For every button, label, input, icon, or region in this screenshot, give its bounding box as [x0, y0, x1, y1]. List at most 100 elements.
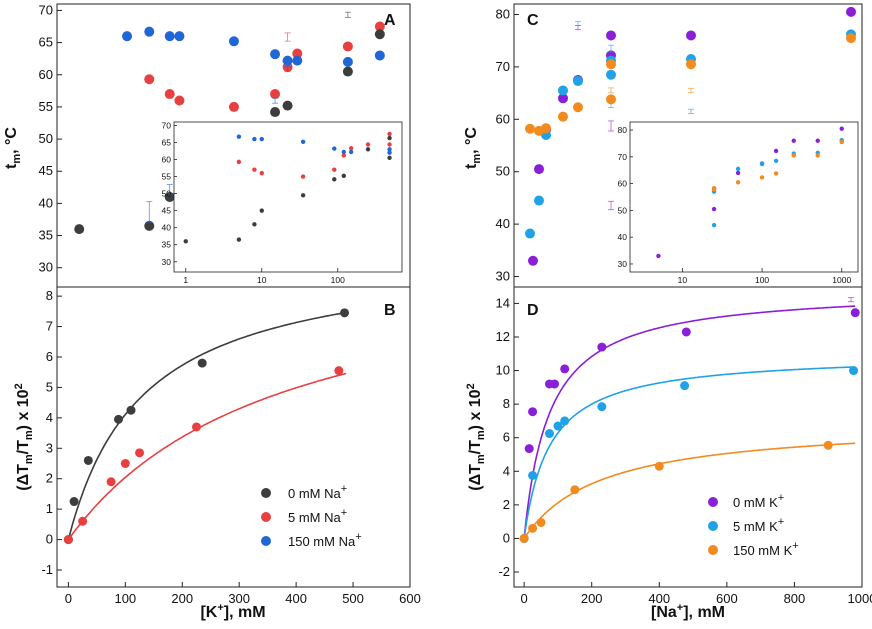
panel-d-point [654, 461, 664, 471]
panel-a-inset-xtick-label: 100 [331, 275, 345, 285]
panel-c-ytick-label: 80 [496, 6, 510, 21]
panel-b-ytick-label: 0 [46, 532, 53, 547]
panel-c-point [558, 111, 568, 122]
panel-c-point [558, 93, 568, 104]
panel-a-ytick-label: 40 [39, 195, 53, 210]
panel-c-inset-point [711, 222, 717, 228]
panel-a-point [144, 220, 155, 231]
panel-letter-a: A [384, 12, 396, 29]
panel-d-point [597, 342, 607, 352]
panel-c-inset-point [711, 206, 717, 212]
panel-a-inset-point [387, 131, 392, 137]
panel-a-inset-point [341, 149, 346, 155]
panel-d-point [597, 402, 607, 412]
panel-d-xtick-label: 800 [784, 591, 806, 606]
panel-a-inset-point [341, 173, 346, 179]
panel-a-ytick-label: 35 [39, 228, 53, 243]
panel-a-ytick-label: 70 [39, 2, 53, 17]
panel-c-point [686, 59, 696, 70]
panel-a-inset-point [387, 147, 392, 152]
panel-a-inset-ytick-label: 50 [162, 189, 172, 199]
panel-c-inset-ytick-label: 70 [618, 152, 628, 162]
panel-c-inset-point [791, 138, 796, 143]
panel-c-inset-point [791, 153, 796, 158]
panel-a-point [270, 107, 281, 118]
panel-a-point [164, 89, 175, 100]
panel-b-ytick-label: 4 [46, 410, 53, 425]
panel-a-ytick-label: 55 [39, 99, 53, 114]
panel-b-point [197, 358, 207, 368]
panel-c-inset-point [735, 180, 741, 185]
panel-a-inset-point [259, 170, 264, 176]
panel-c-inset-point [759, 161, 765, 167]
panel-a-inset-point [365, 147, 371, 152]
panel-a-inset-point [183, 239, 188, 244]
panel-c-inset-ytick-label: 60 [618, 179, 628, 189]
panel-a-point [144, 74, 155, 85]
panel-d-point [570, 485, 580, 495]
panel-b-xtick-label: 600 [399, 591, 421, 606]
panel-a-point [174, 31, 185, 42]
panel-d-ytick-label: 2 [503, 497, 510, 512]
panel-b-xlabel: [K+], mM [200, 602, 265, 621]
panel-c: C tm, °C 30 40 50 60 70 80 30 40 50 60 70 80 10 100 1… [463, 3, 863, 303]
panel-d-ytick-label: 14 [496, 295, 510, 310]
panel-d-point [553, 421, 563, 431]
panel-b-point [340, 308, 350, 318]
panel-c-inset-xtick-label: 10 [678, 275, 688, 285]
panel-c-point [528, 255, 538, 266]
panel-a-inset-point [332, 177, 337, 182]
panel-c-inset-ytick-label: 50 [618, 205, 628, 215]
panel-a-inset-ytick-label: 60 [162, 155, 172, 165]
panel-d-ytick-label: 4 [503, 463, 510, 478]
panel-b-ytick-label: 2 [46, 471, 53, 486]
panel-a-inset-point [332, 146, 337, 151]
panel-c-point [573, 76, 583, 87]
panel-d-point [528, 470, 538, 480]
panel-b-legend-label: 5 mM Na+ [288, 507, 347, 525]
panel-a-ytick-label: 45 [39, 163, 53, 178]
panel-b-point [126, 405, 136, 415]
panel-c-inset-point [839, 139, 844, 145]
panel-a-inset-point [348, 146, 354, 151]
panel-a-point [282, 100, 293, 111]
panel-a-inset-ytick-label: 65 [162, 137, 172, 147]
panel-c-point [686, 30, 696, 41]
panel-c-ytick-label: 60 [496, 111, 510, 126]
panel-c-point [525, 123, 535, 134]
panel-a-inset-point [387, 142, 392, 147]
panel-a-point [270, 49, 281, 60]
panel-b-ytick-label: 6 [46, 349, 53, 364]
panel-d-ytick-label: 12 [496, 329, 510, 344]
panel-b-xtick-label: 0 [65, 591, 72, 606]
panel-a-inset-ytick-label: 45 [162, 206, 172, 216]
panel-a-inset-point [348, 149, 354, 155]
panel-c-inset-point [735, 170, 741, 176]
panel-d-xtick-label: 1000 [848, 591, 872, 606]
panel-c-point [534, 195, 544, 206]
panel-d-point [850, 308, 860, 318]
panel-c-point [606, 94, 616, 105]
panel-c-point [846, 6, 856, 17]
panel-a-inset-point [387, 150, 392, 155]
panel-b-ytick-label: 1 [46, 501, 53, 516]
panel-c-point [606, 30, 616, 41]
panel-d-fit-line [523, 305, 856, 539]
panel-b-legend-marker [261, 512, 271, 522]
panel-a-ytick-label: 60 [39, 67, 53, 82]
panel-d-legend-label: 150 mM K+ [733, 540, 799, 558]
panel-d-ylabel: (ΔTm/Tm) x 102 [465, 383, 487, 490]
panel-c-inset-point [815, 138, 820, 143]
panel-a-inset-xtick-label: 10 [257, 275, 267, 285]
panel-a-point [342, 41, 353, 52]
panel-a-point [374, 29, 385, 40]
panel-d-legend-marker [708, 497, 718, 507]
panel-c-inset-ytick-label: 30 [618, 259, 628, 269]
panel-c-inset-point [773, 158, 779, 164]
panel-a-inset-point [341, 153, 346, 158]
panel-c-point [525, 228, 535, 239]
panel-a-point [374, 21, 385, 32]
panel-d-point [680, 381, 690, 391]
panel-a-inset-ytick-label: 70 [162, 120, 172, 130]
